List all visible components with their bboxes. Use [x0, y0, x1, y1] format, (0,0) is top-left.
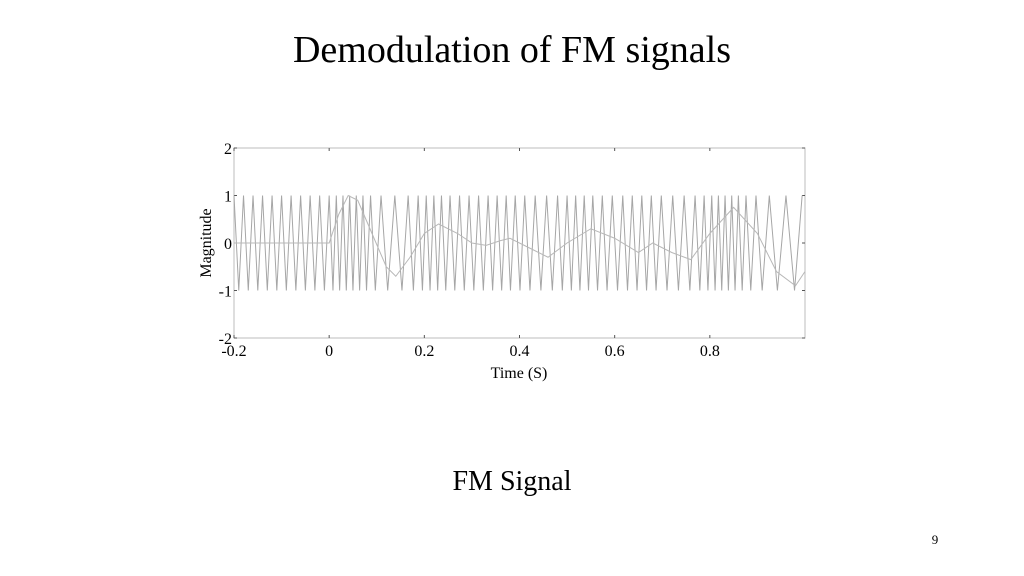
x-tick-label: 0.4: [510, 343, 530, 360]
signal-line: [234, 194, 806, 287]
caption: FM Signal: [452, 466, 571, 497]
x-tick-label: 0.6: [605, 343, 625, 360]
signal-line: [233, 195, 803, 291]
page-number: 9: [932, 532, 939, 547]
x-tick-label: 0: [325, 343, 333, 360]
y-tick-label: -1: [219, 284, 232, 301]
x-tick-label: 0.8: [700, 343, 720, 360]
x-tick-label: -0.2: [221, 343, 246, 360]
y-tick-label: 1: [224, 189, 232, 206]
y-tick-label: 2: [224, 141, 232, 158]
slide-title: Demodulation of FM signals: [293, 29, 731, 71]
y-tick-label: 0: [224, 236, 232, 253]
y-tick-label: -2: [219, 331, 232, 348]
y-axis-label: Magnitude: [198, 208, 215, 277]
x-axis-label: Time (S): [491, 365, 548, 382]
x-tick-label: 0.2: [414, 343, 434, 360]
